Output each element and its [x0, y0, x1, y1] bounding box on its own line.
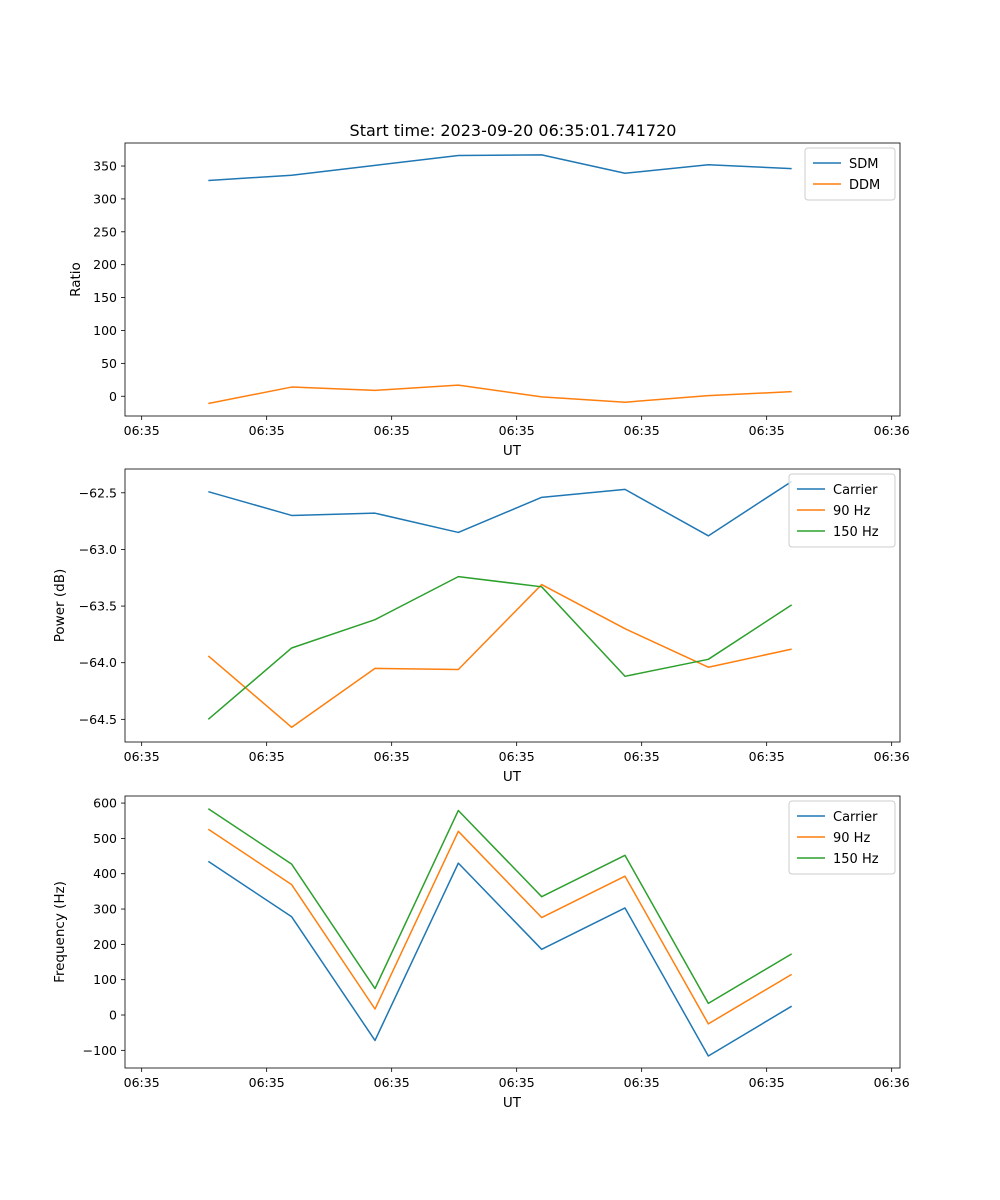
power-legend-label: 150 Hz: [833, 525, 879, 540]
frequency-legend-label: 150 Hz: [833, 852, 879, 867]
ratio-y-axis-label: Ratio: [68, 262, 84, 297]
ratio-x-tick-label: 06:35: [499, 423, 535, 438]
power-x-tick-label: 06:36: [874, 749, 910, 764]
ratio-y-tick-label: 100: [93, 323, 117, 338]
ratio-x-axis-label: UT: [503, 443, 522, 459]
frequency-y-axis-label: Frequency (Hz): [52, 881, 68, 983]
ratio-x-tick-label: 06:36: [874, 423, 910, 438]
ratio-y-tick-label: 250: [93, 224, 117, 239]
ratio-legend-label: SDM: [849, 157, 878, 172]
ratio-legend: SDM DDM: [804, 147, 896, 201]
frequency-x-tick-label: 06:35: [749, 1075, 785, 1090]
power-series-line-150-hz: [207, 575, 793, 720]
ratio-legend-label: DDM: [849, 178, 880, 193]
ratio-x-tick-label: 06:35: [249, 423, 285, 438]
power-x-tick-label: 06:35: [124, 749, 160, 764]
ratio-y-tick-label: 200: [93, 257, 117, 272]
ratio-legend-box: [804, 147, 896, 201]
power-y-tick-label: −63.5: [79, 599, 117, 614]
power-y-axis-label: Power (dB): [52, 569, 68, 642]
frequency-y-tick-label: 500: [93, 831, 117, 846]
power-y-tick-label: −64.5: [79, 712, 117, 727]
ratio-series-line-sdm: [208, 154, 792, 182]
ratio-y-tick-label: 50: [101, 356, 117, 371]
frequency-legend-label: 90 Hz: [833, 831, 870, 846]
frequency-x-tick-label: 06:35: [624, 1075, 660, 1090]
power-x-tick-label: 06:35: [374, 749, 410, 764]
ratio-series-line-ddm: [208, 384, 792, 405]
frequency-x-tick-label: 06:35: [374, 1075, 410, 1090]
ratio-y-tick-label: 150: [93, 290, 117, 305]
frequency-series-line-150-hz: [207, 808, 793, 1005]
ratio-y-tick-label: 300: [93, 191, 117, 206]
frequency-y-tick-label: 600: [93, 796, 117, 811]
frequency-y-tick-label: 100: [93, 972, 117, 987]
frequency-x-axis-label: UT: [503, 1095, 522, 1111]
frequency-legend-label: Carrier: [833, 810, 878, 825]
power-x-axis-label: UT: [503, 769, 522, 785]
frequency-panel: 06:35 06:35 06:35 06:35 06:35 06:35 06:36 −100 0…: [52, 796, 910, 1111]
power-legend: Carrier 90 Hz 150 Hz: [788, 473, 896, 548]
frequency-y-tick-label: −100: [83, 1043, 117, 1058]
power-x-tick-label: 06:35: [749, 749, 785, 764]
power-axes-frame: [124, 468, 901, 743]
ratio-panel: 06:35 06:35 06:35 06:35 06:35 06:35 06:36 0 50 10…: [68, 142, 910, 459]
power-y-tick-label: −62.5: [79, 485, 117, 500]
power-series-line-carrier: [208, 480, 793, 537]
frequency-x-tick-label: 06:35: [499, 1075, 535, 1090]
power-legend-label: 90 Hz: [833, 504, 870, 519]
ratio-axes-frame: [124, 142, 901, 417]
power-x-tick-label: 06:35: [624, 749, 660, 764]
power-y-tick-label: −63.0: [79, 542, 117, 557]
power-y-tick-label: −64.0: [79, 655, 117, 670]
ratio-x-tick-label: 06:35: [374, 423, 410, 438]
power-x-tick-label: 06:35: [499, 749, 535, 764]
ratio-x-tick-label: 06:35: [624, 423, 660, 438]
power-panel: 06:35 06:35 06:35 06:35 06:35 06:35 06:36 −64.5…: [52, 468, 910, 785]
power-legend-box: [788, 473, 896, 548]
figure-title: Start time: 2023-09-20 06:35:01.741720: [350, 121, 677, 140]
power-legend-label: Carrier: [833, 483, 878, 498]
frequency-legend: Carrier 90 Hz 150 Hz: [788, 800, 896, 875]
ratio-y-tick-label: 350: [93, 159, 117, 174]
power-x-tick-label: 06:35: [249, 749, 285, 764]
ratio-y-tick-label: 0: [109, 389, 117, 404]
frequency-x-tick-label: 06:35: [124, 1075, 160, 1090]
power-series-line-90-hz: [207, 583, 792, 729]
frequency-x-tick-label: 06:35: [249, 1075, 285, 1090]
ratio-x-tick-label: 06:35: [124, 423, 160, 438]
ratio-x-tick-label: 06:35: [749, 423, 785, 438]
frequency-y-tick-label: 300: [93, 902, 117, 917]
frequency-legend-box: [788, 800, 896, 875]
frequency-axes-frame: [124, 795, 901, 1069]
frequency-y-tick-label: 200: [93, 937, 117, 952]
frequency-x-tick-label: 06:36: [874, 1075, 910, 1090]
frequency-series-line-carrier: [207, 860, 793, 1057]
frequency-series-line-90-hz: [207, 828, 793, 1025]
frequency-y-tick-label: 400: [93, 866, 117, 881]
frequency-y-tick-label: 0: [109, 1008, 117, 1023]
